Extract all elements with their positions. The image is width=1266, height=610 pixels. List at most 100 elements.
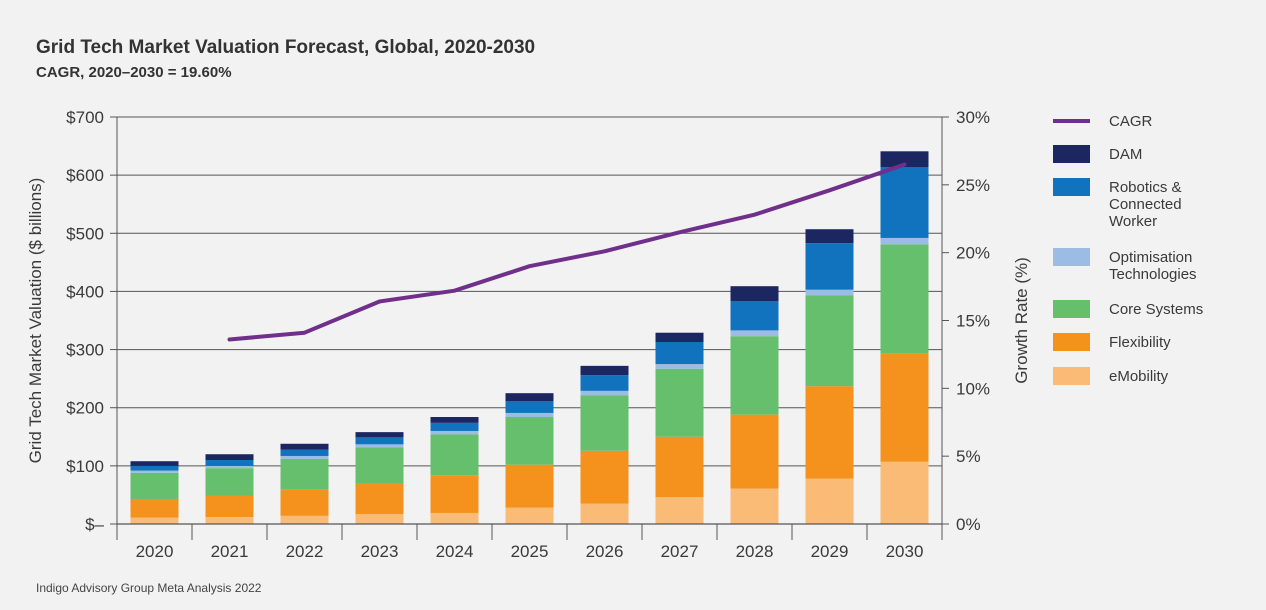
bar-dam — [130, 461, 179, 466]
bar-dam — [355, 432, 404, 438]
bar-core-systems — [580, 395, 629, 451]
bar-flexibility — [730, 414, 779, 489]
bar-dam — [655, 332, 704, 343]
bar-emobility — [280, 515, 329, 524]
bar-flexibility — [205, 495, 254, 518]
line-cagr — [227, 162, 907, 342]
bar-core-systems — [655, 368, 704, 437]
bar-dam — [580, 365, 629, 376]
bar-optimisation-technologies — [430, 430, 479, 435]
source-note: Indigo Advisory Group Meta Analysis 2022 — [36, 581, 262, 595]
bar-robotics-connected-worker — [280, 449, 329, 456]
y-tick-label: $200 — [66, 399, 104, 418]
y2-tick-label: 5% — [956, 447, 981, 466]
x-tick-label: 2025 — [511, 542, 549, 561]
bar-core-systems — [355, 447, 404, 484]
legend-dam-swatch — [1053, 145, 1090, 163]
x-tick-label: 2022 — [286, 542, 324, 561]
chart-subtitle: CAGR, 2020–2030 = 19.60% — [36, 64, 232, 81]
x-tick-label: 2020 — [136, 542, 174, 561]
y2-tick-label: 15% — [956, 312, 990, 331]
y-tick-label: $500 — [66, 224, 104, 243]
bar-emobility — [805, 478, 854, 524]
legend-core-systems-swatch — [1053, 300, 1090, 318]
bar-emobility — [655, 497, 704, 524]
bar-optimisation-technologies — [130, 470, 179, 473]
bar-core-systems — [130, 472, 179, 499]
bar-emobility — [730, 488, 779, 524]
bar-dam — [730, 286, 779, 302]
bar-emobility — [880, 461, 929, 524]
x-tick-label: 2021 — [211, 542, 249, 561]
bar-dam — [880, 151, 929, 168]
legend-robotics-connected-worker-swatch — [1053, 178, 1090, 196]
bar-core-systems — [880, 244, 929, 354]
bar-emobility — [580, 503, 629, 524]
legend-emobility-label: eMobility — [1109, 368, 1169, 385]
bar-optimisation-technologies — [505, 412, 554, 418]
x-tick-label: 2026 — [586, 542, 624, 561]
bar-optimisation-technologies — [280, 455, 329, 459]
legend-core-systems-label: Core Systems — [1109, 301, 1203, 318]
y2-tick-label: 0% — [956, 515, 981, 534]
bar-dam — [505, 393, 554, 402]
bar-robotics-connected-worker — [430, 422, 479, 431]
legend-robotics-connected-worker-label: Robotics & Connected Worker — [1109, 179, 1182, 230]
bar-emobility — [355, 514, 404, 524]
bar-robotics-connected-worker — [805, 243, 854, 290]
bar-optimisation-technologies — [580, 390, 629, 396]
bar-core-systems — [205, 468, 254, 496]
x-tick-label: 2028 — [736, 542, 774, 561]
bar-flexibility — [280, 489, 329, 516]
legend-emobility-swatch — [1053, 367, 1090, 385]
y2-tick-label: 30% — [956, 108, 990, 127]
y-tick-label: $400 — [66, 282, 104, 301]
x-tick-label: 2023 — [361, 542, 399, 561]
bar-optimisation-technologies — [655, 364, 704, 369]
x-tick-label: 2030 — [886, 542, 924, 561]
bar-core-systems — [805, 295, 854, 387]
y-tick-label: $300 — [66, 341, 104, 360]
x-tick-label: 2029 — [811, 542, 849, 561]
bar-dam — [205, 454, 254, 461]
bar-flexibility — [505, 464, 554, 508]
x-tick-label: 2024 — [436, 542, 474, 561]
bar-flexibility — [430, 475, 479, 513]
y-tick-label: $600 — [66, 166, 104, 185]
legend-optimisation-technologies-label: Optimisation Technologies — [1109, 249, 1197, 283]
y2-axis-title: Growth Rate (%) — [1012, 257, 1031, 384]
bar-emobility — [505, 507, 554, 524]
bar-flexibility — [880, 353, 929, 462]
bar-optimisation-technologies — [805, 289, 854, 296]
bar-flexibility — [805, 386, 854, 479]
bar-flexibility — [130, 498, 179, 518]
legend-flexibility-label: Flexibility — [1109, 334, 1171, 351]
bar-emobility — [130, 517, 179, 524]
bar-core-systems — [730, 336, 779, 415]
bar-robotics-connected-worker — [655, 342, 704, 365]
chart-title: Grid Tech Market Valuation Forecast, Glo… — [36, 37, 536, 58]
y-tick-label: $100 — [66, 457, 104, 476]
bar-robotics-connected-worker — [355, 437, 404, 445]
y2-tick-label: 20% — [956, 244, 990, 263]
bar-dam — [430, 417, 479, 423]
bar-flexibility — [355, 483, 404, 515]
y2-tick-label: 25% — [956, 176, 990, 195]
legend-flexibility-swatch — [1053, 333, 1090, 351]
bar-optimisation-technologies — [205, 465, 254, 469]
x-tick-label: 2027 — [661, 542, 699, 561]
bar-emobility — [205, 517, 254, 524]
y-tick-label: $700 — [66, 108, 104, 127]
bar-optimisation-technologies — [880, 237, 929, 245]
bar-robotics-connected-worker — [880, 167, 929, 238]
y-tick-label: $– — [85, 515, 104, 534]
bar-core-systems — [280, 458, 329, 490]
bar-robotics-connected-worker — [130, 465, 179, 471]
bar-flexibility — [580, 450, 629, 504]
bar-dam — [805, 229, 854, 244]
legend-cagr-label: CAGR — [1109, 113, 1153, 130]
bar-core-systems — [505, 417, 554, 465]
bar-optimisation-technologies — [355, 444, 404, 448]
bar-optimisation-technologies — [730, 330, 779, 337]
